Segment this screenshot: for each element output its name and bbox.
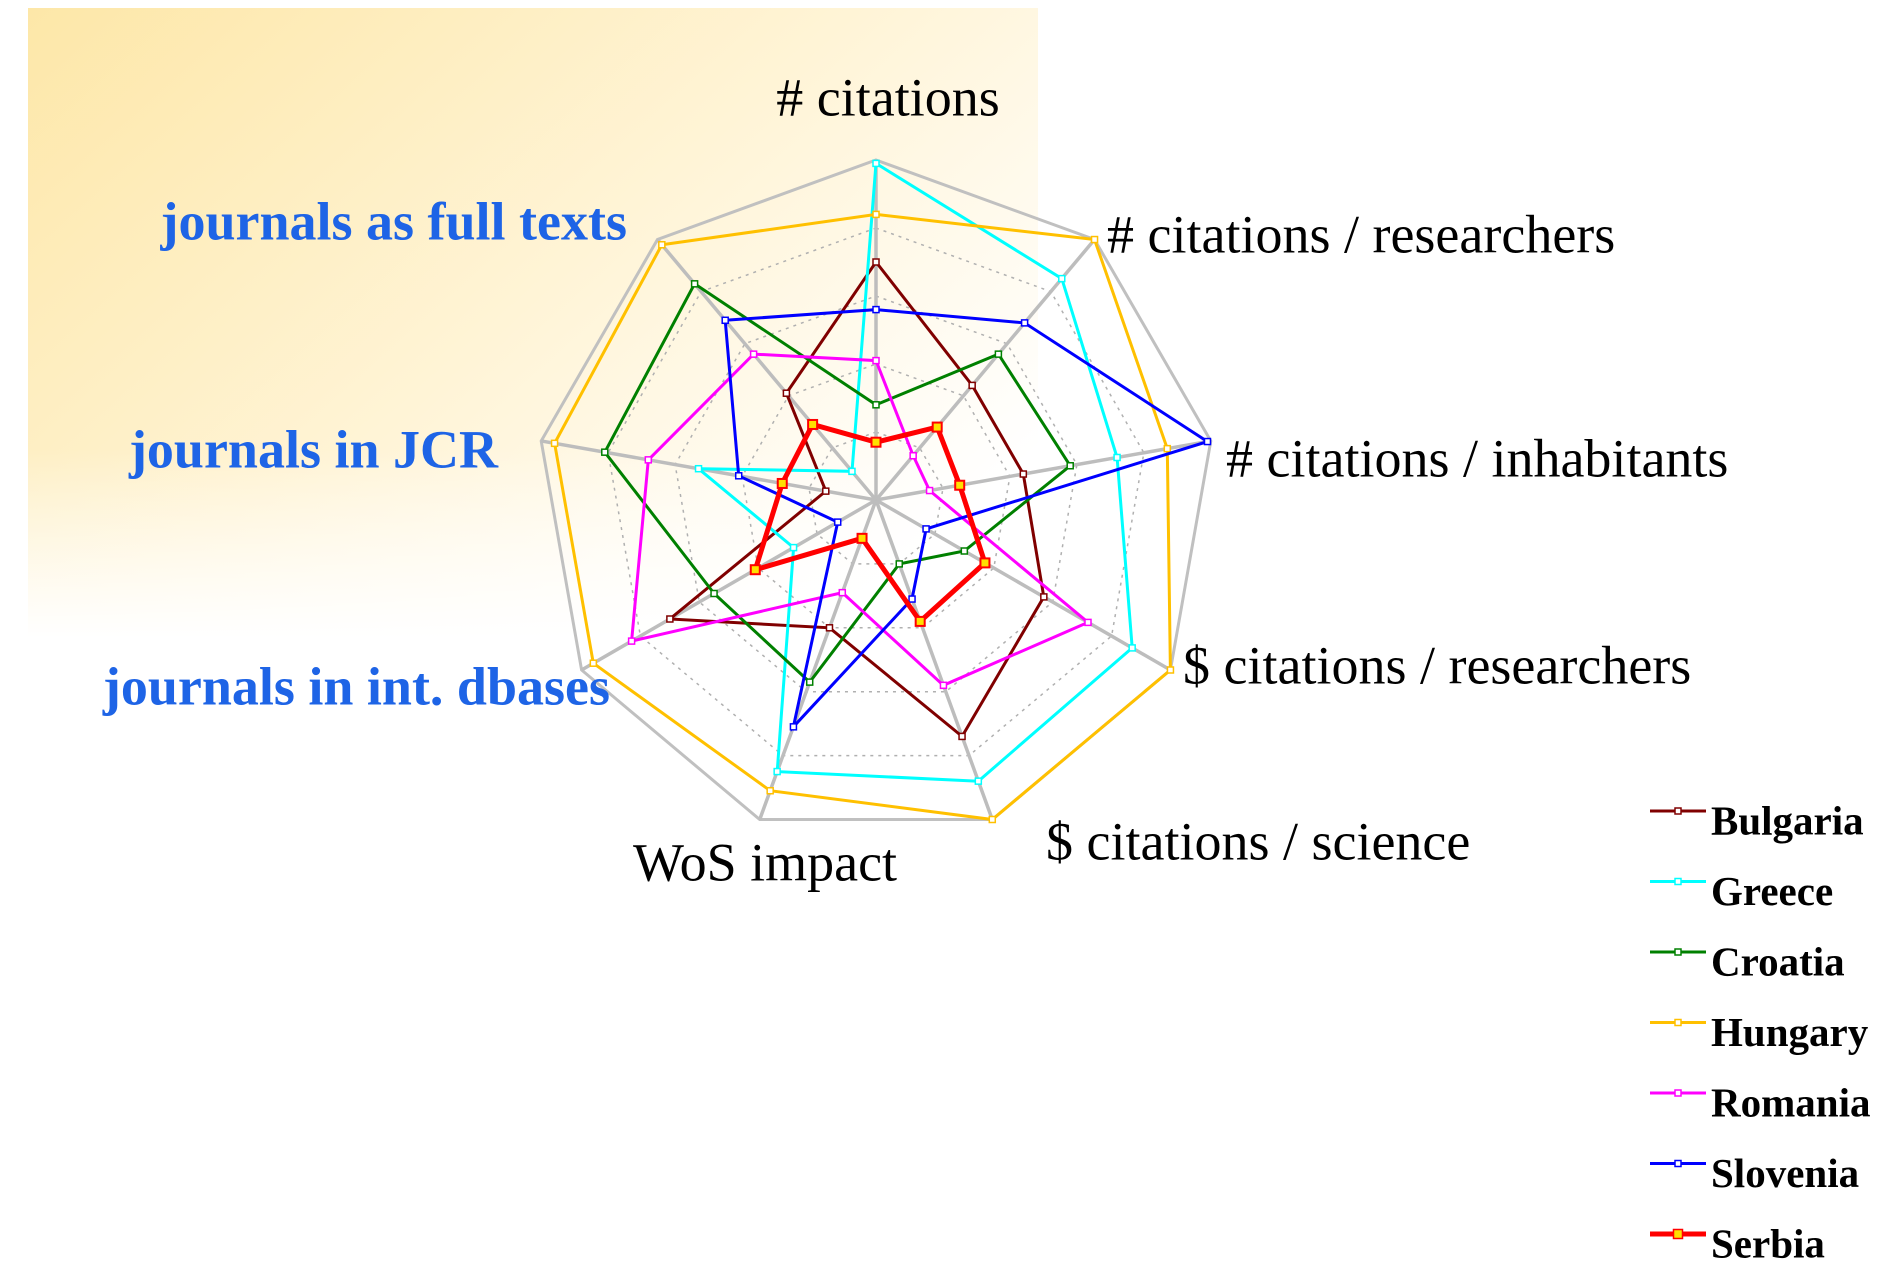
- data-point: [995, 351, 1001, 357]
- data-point: [873, 160, 879, 166]
- data-point: [823, 488, 829, 494]
- data-point: [839, 590, 845, 596]
- legend-label: Slovenia: [1711, 1150, 1859, 1196]
- legend-marker: [1675, 1161, 1681, 1167]
- data-point: [1022, 320, 1028, 326]
- data-point: [711, 591, 717, 597]
- data-point: [1164, 446, 1170, 452]
- data-point: [989, 816, 995, 822]
- data-point: [807, 679, 813, 685]
- data-point: [602, 449, 608, 455]
- data-point: [1059, 276, 1065, 282]
- axis-label: # citations: [776, 67, 999, 127]
- data-point: [692, 281, 698, 287]
- data-point: [933, 423, 942, 432]
- data-point: [645, 457, 651, 463]
- data-point: [858, 534, 867, 543]
- data-point: [659, 242, 665, 248]
- legend-marker: [1675, 949, 1681, 955]
- data-point: [774, 769, 780, 775]
- axis-label: # citations / inhabitants: [1226, 428, 1728, 488]
- data-point: [629, 638, 635, 644]
- data-point: [1114, 454, 1120, 460]
- data-point: [873, 259, 879, 265]
- axis-label: journals as full texts: [159, 191, 627, 251]
- data-point: [736, 473, 742, 479]
- axis-label: $ citations / science: [1046, 811, 1470, 871]
- data-point: [873, 358, 879, 364]
- data-point: [835, 519, 841, 525]
- data-point: [1167, 667, 1173, 673]
- data-point: [826, 625, 832, 631]
- data-point: [909, 596, 915, 602]
- data-point: [552, 440, 558, 446]
- legend-label: Greece: [1711, 868, 1833, 914]
- legend-label: Romania: [1711, 1079, 1870, 1125]
- axis-label: $ citations / researchers: [1183, 635, 1691, 695]
- data-point: [1020, 471, 1026, 477]
- data-point: [955, 481, 964, 490]
- legend-marker: [1675, 1090, 1681, 1096]
- data-point: [910, 453, 916, 459]
- data-point: [1085, 619, 1091, 625]
- data-point: [667, 616, 673, 622]
- axis-label: journals in int. dbases: [102, 656, 610, 716]
- data-point: [873, 307, 879, 313]
- data-point: [916, 617, 925, 626]
- data-point: [896, 561, 902, 567]
- legend-label: Hungary: [1711, 1009, 1869, 1055]
- data-point: [849, 468, 855, 474]
- data-point: [873, 211, 879, 217]
- data-point: [751, 351, 757, 357]
- data-point: [1067, 463, 1073, 469]
- data-point: [751, 565, 760, 574]
- axis-label: # citations / researchers: [1107, 204, 1615, 264]
- data-point: [783, 390, 789, 396]
- data-point: [790, 724, 796, 730]
- data-point: [722, 317, 728, 323]
- data-point: [1129, 645, 1135, 651]
- legend-marker: [1674, 1230, 1683, 1239]
- data-point: [961, 548, 967, 554]
- data-point: [940, 682, 946, 688]
- data-point: [1041, 594, 1047, 600]
- data-point: [980, 558, 989, 567]
- legend-marker: [1675, 1020, 1681, 1026]
- axis-label: journals in JCR: [128, 419, 499, 479]
- legend-marker: [1675, 808, 1681, 814]
- data-point: [791, 545, 797, 551]
- data-point: [927, 488, 933, 494]
- axis-label: WoS impact: [633, 832, 897, 892]
- data-point: [872, 438, 881, 447]
- data-point: [873, 402, 879, 408]
- chart: # citations # citations / researchers # ci…: [0, 0, 1903, 1266]
- data-point: [923, 526, 929, 532]
- legend-marker: [1675, 879, 1681, 885]
- data-point: [1204, 439, 1210, 445]
- data-point: [778, 479, 787, 488]
- data-point: [969, 382, 975, 388]
- data-point: [975, 778, 981, 784]
- data-point: [808, 420, 817, 429]
- legend-label: Serbia: [1711, 1220, 1825, 1266]
- data-point: [767, 788, 773, 794]
- legend-label: Croatia: [1711, 938, 1845, 984]
- legend-label: Bulgaria: [1711, 797, 1864, 843]
- data-point: [959, 733, 965, 739]
- data-point: [1092, 237, 1098, 243]
- data-point: [696, 466, 702, 472]
